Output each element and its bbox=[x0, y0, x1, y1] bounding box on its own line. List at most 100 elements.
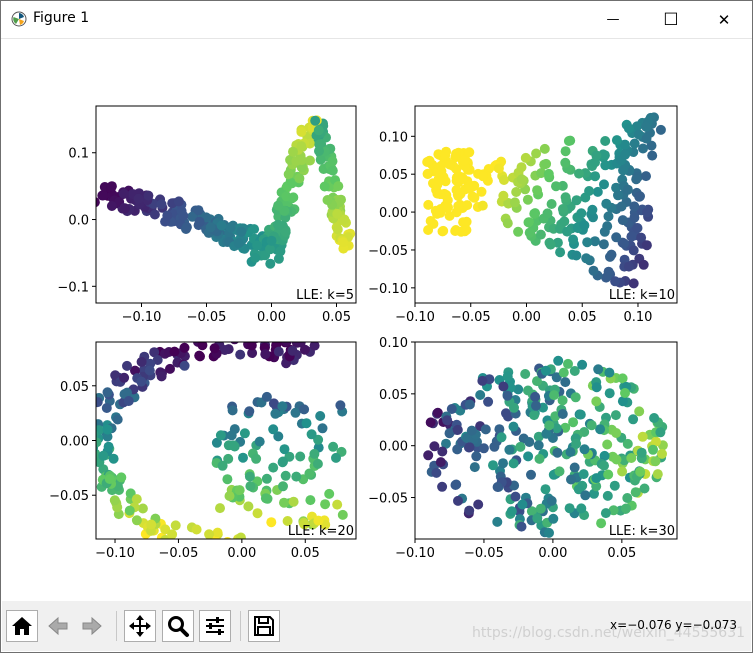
scatter-point bbox=[160, 524, 171, 535]
scatter-points bbox=[423, 355, 668, 538]
scatter-point bbox=[464, 147, 475, 158]
scatter-point bbox=[539, 143, 550, 154]
subplot-annotation: LLE: k=30 bbox=[609, 524, 675, 539]
scatter-point bbox=[576, 208, 587, 219]
scatter-point bbox=[652, 469, 663, 480]
scatter-point bbox=[628, 414, 639, 425]
back-button[interactable] bbox=[42, 610, 74, 642]
scatter-point bbox=[213, 549, 223, 559]
scatter-point bbox=[250, 252, 261, 263]
scatter-point bbox=[622, 438, 633, 449]
scatter-point bbox=[633, 129, 644, 140]
scatter-point bbox=[621, 503, 631, 514]
scatter-point bbox=[236, 226, 247, 237]
scatter-point bbox=[235, 532, 246, 539]
scatter-point bbox=[305, 495, 316, 506]
scatter-point bbox=[595, 424, 606, 435]
x-tick-label: 0.05 bbox=[322, 310, 351, 325]
scatter-point bbox=[602, 490, 613, 501]
close-button[interactable]: ✕ bbox=[701, 1, 747, 38]
subplots-button[interactable] bbox=[199, 610, 231, 642]
scatter-point bbox=[617, 396, 628, 407]
scatter-point bbox=[294, 173, 305, 184]
scatter-point bbox=[270, 331, 280, 341]
scatter-point bbox=[464, 399, 475, 410]
scatter-points bbox=[83, 331, 348, 559]
scatter-point bbox=[529, 410, 540, 421]
scatter-point bbox=[551, 181, 561, 192]
scatter-point bbox=[206, 331, 216, 341]
scatter-point bbox=[560, 146, 571, 157]
scatter-point bbox=[435, 189, 445, 200]
scatter-point bbox=[280, 470, 291, 481]
maximize-button[interactable]: ☐ bbox=[648, 1, 694, 38]
scatter-point bbox=[478, 171, 489, 182]
scatter-point bbox=[634, 191, 645, 202]
scatter-point bbox=[101, 403, 112, 413]
scatter-point bbox=[475, 390, 486, 400]
scatter-point bbox=[632, 223, 643, 233]
scatter-point bbox=[227, 405, 238, 416]
subplot-annotation: LLE: k=20 bbox=[288, 524, 354, 539]
scatter-point bbox=[563, 358, 573, 369]
scatter-point bbox=[591, 473, 602, 484]
scatter-point bbox=[104, 474, 115, 484]
scatter-point bbox=[571, 250, 582, 261]
figure-canvas[interactable]: −0.10 −0.05 0.00 0.05 −0.1 0.0 0.1 LLE: k=5 −0.1… bbox=[2, 39, 751, 601]
scatter-point bbox=[604, 388, 615, 399]
scatter-point bbox=[83, 461, 93, 471]
scatter-point bbox=[573, 484, 584, 495]
navigation-toolbar: https://blog.csdn.net/weixin_44555631 x=… bbox=[2, 601, 751, 651]
scatter-point bbox=[582, 237, 593, 248]
x-tick-label: −0.05 bbox=[464, 546, 504, 561]
scatter-points bbox=[96, 115, 356, 269]
minimize-button[interactable]: — bbox=[590, 1, 636, 38]
scatter-point bbox=[619, 238, 629, 249]
forward-button[interactable] bbox=[76, 610, 108, 642]
save-button[interactable] bbox=[248, 610, 280, 642]
scatter-point bbox=[540, 484, 551, 495]
scatter-point bbox=[223, 453, 234, 464]
scatter-point bbox=[638, 259, 649, 270]
y-tick-label: 0.05 bbox=[60, 380, 89, 395]
scatter-point bbox=[477, 200, 488, 211]
scatter-point bbox=[266, 517, 277, 528]
scatter-point bbox=[587, 204, 598, 215]
scatter-point bbox=[230, 342, 239, 345]
scatter-point bbox=[623, 261, 634, 272]
scatter-point bbox=[324, 488, 335, 499]
pan-button[interactable] bbox=[124, 610, 156, 642]
zoom-button[interactable] bbox=[162, 610, 194, 642]
scatter-point bbox=[461, 225, 472, 235]
x-tick-label: 0.05 bbox=[568, 310, 597, 325]
scatter-point bbox=[309, 342, 320, 351]
scatter-point bbox=[236, 342, 241, 343]
scatter-point bbox=[517, 499, 528, 510]
y-tick-label: −0.1 bbox=[57, 280, 89, 295]
scatter-point bbox=[222, 474, 233, 485]
scatter-point bbox=[622, 493, 633, 503]
scatter-point bbox=[609, 480, 620, 491]
scatter-point bbox=[649, 413, 660, 423]
scatter-point bbox=[591, 150, 602, 161]
scatter-point bbox=[579, 220, 590, 231]
scatter-point bbox=[586, 420, 597, 431]
scatter-point bbox=[636, 232, 647, 243]
scatter-point bbox=[170, 520, 181, 531]
scatter-point bbox=[290, 407, 301, 418]
scatter-point bbox=[524, 227, 535, 238]
scatter-point bbox=[440, 150, 451, 161]
home-button[interactable] bbox=[6, 610, 38, 642]
scatter-point bbox=[553, 355, 564, 366]
scatter-point bbox=[270, 408, 281, 419]
scatter-point bbox=[630, 487, 641, 498]
scatter-point bbox=[96, 197, 100, 208]
scatter-point bbox=[492, 516, 503, 527]
scatter-point bbox=[476, 186, 487, 197]
minimize-icon: — bbox=[606, 12, 620, 27]
scatter-point bbox=[618, 165, 629, 176]
scatter-point bbox=[328, 441, 339, 452]
scatter-point bbox=[508, 458, 519, 469]
scatter-point bbox=[611, 232, 622, 243]
